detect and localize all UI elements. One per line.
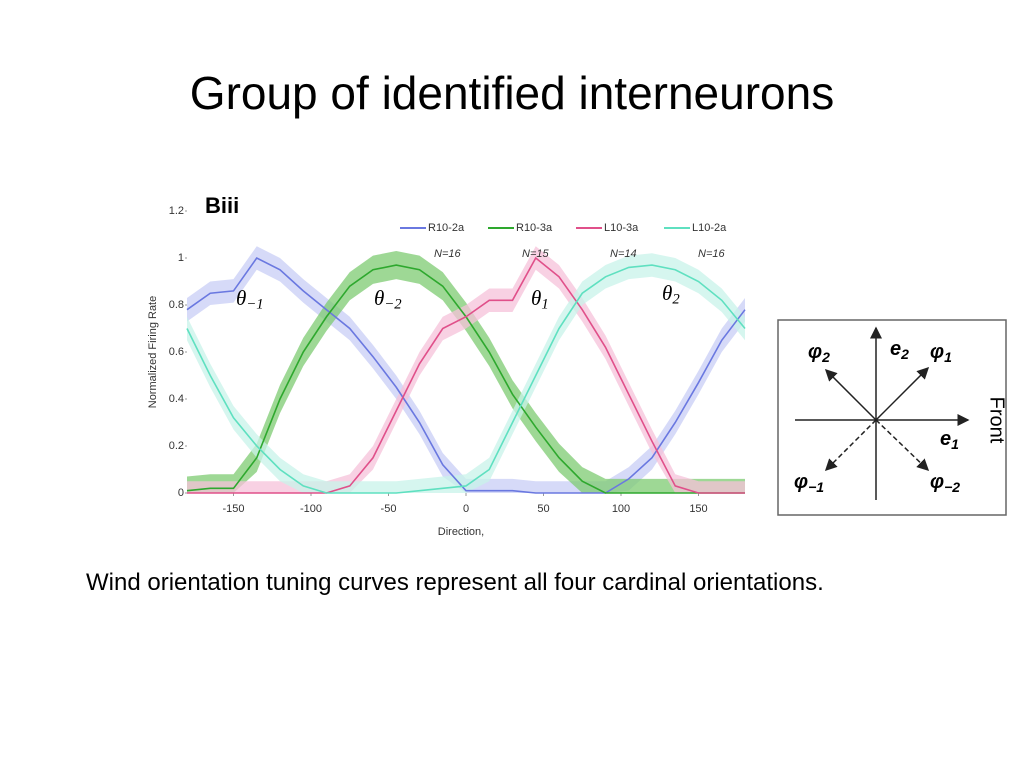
vector-label-subscript: 1 bbox=[944, 349, 952, 365]
legend-note: N=15 bbox=[522, 248, 549, 260]
y-tick-label: 1.2 bbox=[169, 205, 184, 217]
legend-label: R10-2a bbox=[428, 222, 465, 234]
vector-label-subscript: 1 bbox=[951, 436, 959, 452]
angle-annotation-symbol: θ bbox=[531, 286, 541, 310]
y-tick-label: 0.4 bbox=[169, 393, 184, 405]
x-tick-label: 0 bbox=[463, 503, 469, 515]
y-tick-label: 0.8 bbox=[169, 299, 184, 311]
vector-label-symbol: φ bbox=[930, 341, 944, 363]
angle-annotation-symbol: θ bbox=[236, 286, 246, 310]
legend-note: N=14 bbox=[610, 248, 637, 260]
x-tick-label: -50 bbox=[381, 503, 397, 515]
angle-annotation-subscript: −1 bbox=[246, 297, 263, 313]
angle-annotation-symbol: θ bbox=[662, 281, 672, 305]
caption: Wind orientation tuning curves represent… bbox=[86, 569, 824, 596]
vector-label: e1 bbox=[940, 428, 959, 451]
y-tick-label: 1 bbox=[178, 252, 184, 264]
vector-label: φ2 bbox=[808, 341, 830, 364]
y-tick-label: 0 bbox=[178, 487, 184, 499]
x-tick-label: -100 bbox=[300, 503, 322, 515]
phi2-arrow bbox=[824, 368, 877, 421]
angle-annotation: θ1 bbox=[531, 286, 549, 313]
tuning-curve bbox=[186, 264, 746, 494]
vector-label-subscript: −2 bbox=[944, 479, 960, 495]
tuning-curve bbox=[187, 256, 745, 494]
angle-annotation: θ−1 bbox=[236, 286, 264, 313]
vector-label-symbol: φ bbox=[930, 471, 944, 493]
angle-annotation: θ2 bbox=[662, 281, 680, 308]
x-tick-label: 150 bbox=[689, 503, 707, 515]
angle-annotation-subscript: −2 bbox=[384, 297, 402, 313]
legend-label: L10-3a bbox=[604, 222, 639, 234]
phi-2-arrow bbox=[875, 419, 930, 472]
vector-label-subscript: 2 bbox=[900, 346, 909, 362]
phi-1-arrow bbox=[824, 419, 877, 472]
vector-label-subscript: −1 bbox=[808, 479, 824, 495]
vector-label: φ1 bbox=[930, 341, 952, 364]
chart: 0 0.2 0.4 0.6 0.8 1 1.2 -150 -100 -50 0 50 100 150 Dir… bbox=[147, 193, 746, 538]
vector-label-symbol: e bbox=[940, 428, 951, 450]
panel-label: Biii bbox=[205, 193, 239, 218]
angle-annotation-subscript: 2 bbox=[672, 292, 680, 308]
vector-label: e2 bbox=[890, 338, 909, 361]
y-tick-label: 0.2 bbox=[169, 440, 184, 452]
x-tick-label: 50 bbox=[537, 503, 549, 515]
vector-label: φ−1 bbox=[794, 471, 824, 494]
phi1-arrow bbox=[875, 366, 930, 421]
angle-annotation-subscript: 1 bbox=[541, 297, 548, 313]
y-axis-label: Normalized Firing Rate bbox=[147, 296, 159, 408]
angle-annotation-symbol: θ bbox=[374, 286, 384, 310]
vector-label-symbol: e bbox=[890, 338, 901, 360]
error-band bbox=[187, 250, 745, 493]
vector-label-symbol: φ bbox=[794, 471, 808, 493]
vector-label-symbol: φ bbox=[808, 341, 822, 363]
legend-label: R10-3a bbox=[516, 222, 553, 234]
x-axis-label: Direction, bbox=[438, 526, 484, 538]
tuning-curve bbox=[186, 256, 746, 494]
y-tick-label: 0.6 bbox=[169, 346, 184, 358]
legend-note: N=16 bbox=[698, 248, 725, 260]
vector-label: φ−2 bbox=[930, 471, 960, 494]
x-tick-label: -150 bbox=[222, 503, 244, 515]
slide-title: Group of identified interneurons bbox=[190, 67, 834, 119]
front-label: Front bbox=[986, 397, 1008, 444]
angle-annotation: θ−2 bbox=[374, 286, 402, 313]
legend-note: N=16 bbox=[434, 248, 461, 260]
legend-label: L10-2a bbox=[692, 222, 727, 234]
x-tick-label: 100 bbox=[612, 503, 630, 515]
vector-label-subscript: 2 bbox=[821, 349, 830, 365]
